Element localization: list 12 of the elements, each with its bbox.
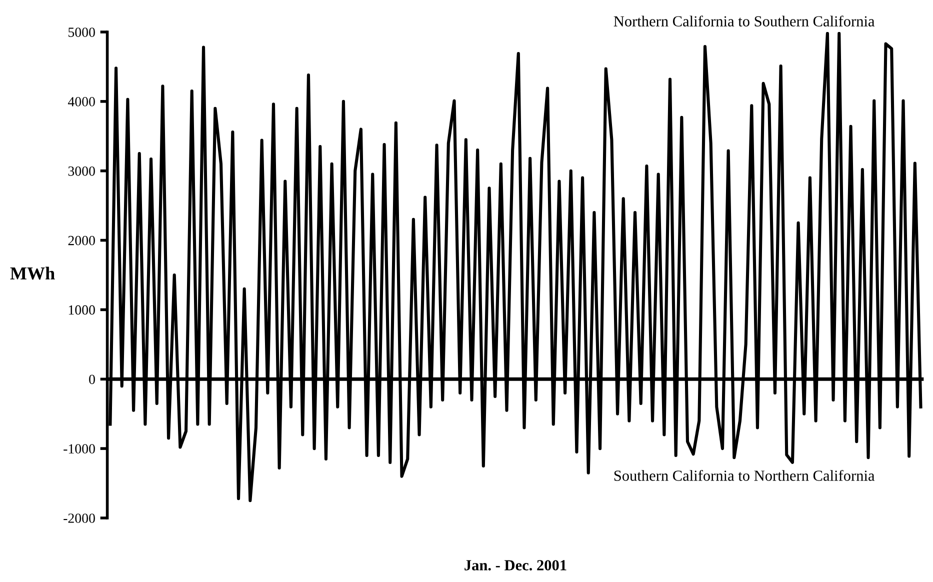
y-tick-label: 2000 [68,236,95,246]
y-tick-label: 3000 [68,166,95,176]
y-tick-label: -1000 [64,444,95,454]
y-axis-title: MWh [10,266,55,280]
annotation: Southern California to Northern California [614,470,875,481]
y-tick-label: -2000 [64,514,95,523]
text: Northern California to Southern California [614,16,875,26]
y-tick-label: 4000 [68,97,95,106]
x-axis-title: Jan. - Dec. 2001 [464,560,566,570]
y-tick-label: 5000 [68,28,95,37]
y-tick-label: 1000 [68,305,95,315]
y-tick-label: 0 [89,374,95,384]
